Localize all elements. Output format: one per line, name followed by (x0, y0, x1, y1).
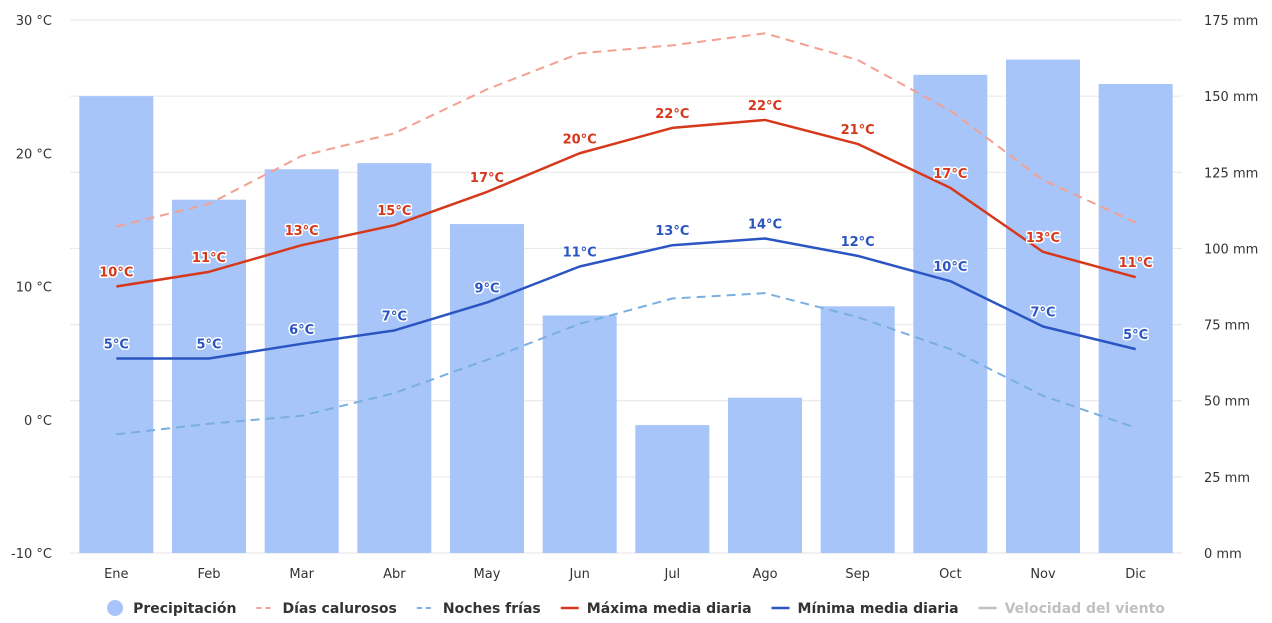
data-label: 10°C (933, 260, 967, 275)
temperature-lines (116, 32, 1137, 436)
legend-label: Mínima media diaria (798, 601, 959, 617)
legend-label: Precipitación (133, 601, 236, 617)
data-label: 13°C (1026, 231, 1060, 246)
data-label: 5°C (1123, 328, 1148, 343)
x-axis-tick-label: Ago (752, 567, 777, 582)
legend-item[interactable]: Máxima media diaria (560, 601, 752, 617)
data-labels: 10°C 11°C 13°C 15°C 17°C 20°C 22°C 22°C 21°C 17°C… (98, 97, 1154, 354)
x-axis-tick-label: Dic (1125, 567, 1146, 582)
precipitation-bars[interactable] (79, 59, 1173, 554)
precipitation-bar[interactable] (820, 306, 895, 553)
precipitation-bar[interactable] (172, 199, 246, 553)
data-label: 22°C (655, 107, 689, 122)
x-axis-tick-label: Jul (663, 567, 680, 582)
data-label: 5°C (196, 337, 221, 352)
legend-item[interactable]: Noches frías (416, 601, 541, 617)
data-label: 13°C (285, 224, 319, 239)
left-axis-tick-label: 20 °C (16, 147, 52, 162)
precipitation-bar[interactable] (357, 163, 432, 554)
legend-label: Noches frías (443, 601, 541, 617)
precipitation-bar[interactable] (728, 397, 802, 553)
data-label: 21°C (841, 123, 875, 138)
data-label: 20°C (563, 132, 597, 147)
data-label: 17°C (933, 167, 967, 182)
x-axis-tick-label: Oct (939, 567, 961, 582)
axes: 175 mm 150 mm 125 mm 100 mm 75 mm 50 mm 25 mm 0… (11, 14, 1258, 582)
left-axis-tick-label: -10 °C (11, 547, 52, 562)
right-axis-tick-label: 150 mm (1204, 90, 1258, 105)
data-label: 7°C (1030, 305, 1055, 320)
right-axis-tick-label: 175 mm (1204, 14, 1258, 29)
series-line (116, 118, 1136, 288)
legend-item[interactable]: Precipitación (107, 600, 236, 617)
data-label: 7°C (382, 309, 407, 324)
x-axis-tick-label: Nov (1030, 567, 1056, 582)
right-axis-tick-label: 25 mm (1204, 471, 1250, 486)
grid-lines (70, 19, 1182, 554)
data-label: 5°C (104, 337, 129, 352)
data-label: 14°C (748, 218, 782, 233)
precipitation-bar[interactable] (264, 169, 339, 554)
right-axis-tick-label: 75 mm (1204, 319, 1250, 334)
x-axis-tick-label: Ene (104, 567, 128, 582)
x-axis-tick-label: May (474, 567, 501, 582)
precipitation-bar[interactable] (913, 74, 988, 553)
data-label: 6°C (289, 323, 314, 338)
data-label: 22°C (748, 99, 782, 114)
left-axis-tick-label: 10 °C (16, 281, 52, 296)
x-axis-tick-label: Mar (289, 567, 314, 582)
dashed-series-line (116, 292, 1136, 436)
legend-item[interactable]: Mínima media diaria (771, 601, 959, 617)
precipitation-bar[interactable] (450, 224, 524, 553)
series-line (116, 237, 1136, 360)
precipitation-bar[interactable] (635, 425, 710, 553)
legend-item[interactable]: Días calurosos (256, 601, 397, 617)
precipitation-bar[interactable] (1098, 83, 1173, 554)
x-axis-tick-label: Feb (197, 567, 220, 582)
right-axis-tick-label: 100 mm (1204, 242, 1258, 257)
legend-label: Máxima media diaria (587, 601, 752, 617)
precipitation-bar[interactable] (542, 315, 617, 553)
left-axis-tick-label: 30 °C (16, 14, 52, 29)
x-axis-tick-label: Abr (383, 567, 406, 582)
legend-symbol (107, 600, 124, 616)
dashed-series-line (116, 32, 1137, 228)
data-label: 11°C (1119, 256, 1153, 271)
precipitation-bar[interactable] (79, 96, 154, 554)
right-axis-tick-label: 125 mm (1204, 166, 1258, 181)
data-label: 15°C (377, 204, 411, 219)
data-label: 13°C (655, 224, 689, 239)
data-label: 12°C (841, 235, 875, 250)
legend-label: Días calurosos (282, 601, 396, 617)
data-label: 10°C (99, 266, 133, 281)
precipitation-bar[interactable] (1006, 59, 1080, 553)
legend-label: Velocidad del viento (1005, 601, 1166, 617)
right-axis-tick-label: 0 mm (1204, 547, 1242, 562)
data-label: 9°C (474, 281, 499, 296)
left-axis-tick-label: 0 °C (24, 414, 52, 429)
legend[interactable]: Precipitación Días calurosos Noches frías M… (107, 600, 1165, 617)
x-axis-tick-label: Jun (569, 567, 590, 582)
data-label: 17°C (470, 171, 504, 186)
legend-item[interactable]: Velocidad del viento (978, 601, 1166, 617)
right-axis-tick-label: 50 mm (1204, 395, 1250, 410)
x-axis-tick-label: Sep (845, 567, 870, 582)
data-label: 11°C (192, 251, 226, 266)
data-label: 11°C (563, 246, 597, 261)
